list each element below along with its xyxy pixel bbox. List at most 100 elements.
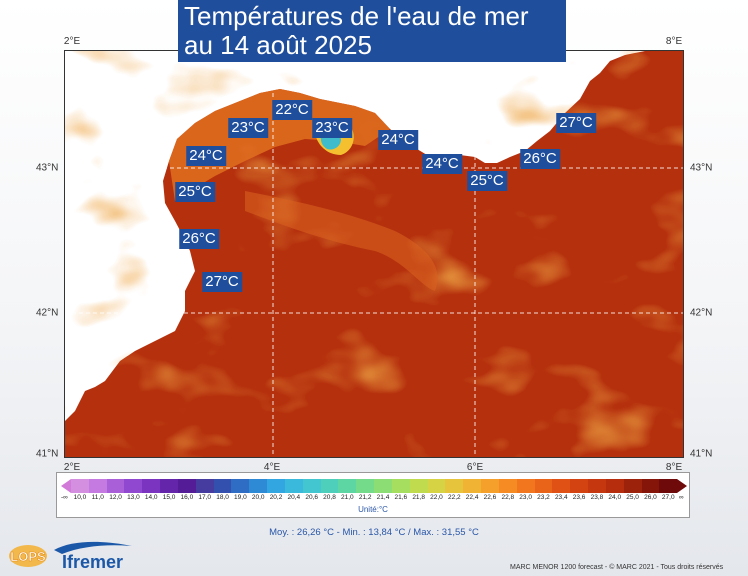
colorbar-right-arrow xyxy=(677,479,687,493)
lat-label-42n-right: 42°N xyxy=(690,307,713,319)
colorbar-cell xyxy=(231,479,250,493)
lon-label-2e-bottom: 2°E xyxy=(63,462,81,473)
coastal-warm-zone xyxy=(169,89,390,201)
colorbar-cell xyxy=(106,479,125,493)
temp-label-26c-east: 26°C xyxy=(520,149,560,169)
colorbar-cell xyxy=(124,479,143,493)
colorbar-tick-label: 23,6 xyxy=(572,494,586,501)
temp-label-22c: 22°C xyxy=(272,100,312,120)
colorbar-tick-label: 22,0 xyxy=(430,494,443,501)
temp-label-23c-west: 23°C xyxy=(228,118,268,138)
map-title: Températures de l'eau de mer au 14 août … xyxy=(178,0,566,62)
lat-label-41n-right: 41°N xyxy=(690,448,713,460)
colorbar-tick-label: 27,0 xyxy=(661,494,675,501)
colorbar-cell xyxy=(588,479,606,493)
colorbar-cell xyxy=(267,479,285,493)
colorbar-cell xyxy=(659,479,678,493)
lat-label-43n-right: 43°N xyxy=(690,162,713,174)
colorbar-legend: -∞ 10,0 11,0 12,0 13,0 14,0 15,0 16,0 17,0 18,0 1… xyxy=(56,472,690,518)
colorbar-cell xyxy=(623,479,642,493)
temp-label-26c-west: 26°C xyxy=(179,229,219,249)
colorbar-tick-label: 21,0 xyxy=(341,494,354,501)
colorbar-cell xyxy=(195,479,214,493)
colorbar-cell xyxy=(516,479,535,493)
colorbar-cell xyxy=(605,479,624,493)
colorbar-tick-label: 10,0 xyxy=(73,494,87,501)
temp-label-24c-center: 24°C xyxy=(378,130,418,150)
colorbar-tick-label: 17,0 xyxy=(198,494,212,501)
colorbar-tick-label: 13,0 xyxy=(127,494,140,501)
colorbar-tick-label: 23,2 xyxy=(537,494,550,501)
credit-line: MARC MENOR 1200 forecast - © MARC 2021 -… xyxy=(510,564,724,571)
colorbar-tick-label: 14,0 xyxy=(144,494,158,501)
colorbar-tick-label: 11,0 xyxy=(91,494,104,501)
temperature-statistics: Moy. : 26,26 °C - Min. : 13,84 °C / Max.… xyxy=(269,527,479,538)
colorbar-unit: Unité:°C xyxy=(358,505,388,514)
colorbar-cell xyxy=(481,479,499,493)
map-title-line1: Températures de l'eau de mer xyxy=(184,1,529,31)
lon-label-8e-bottom: 8°E xyxy=(665,462,683,473)
sea-temperature-map xyxy=(64,50,684,458)
colorbar-tick-label: 26,0 xyxy=(644,494,657,501)
colorbar-cell xyxy=(160,479,178,493)
colorbar-cell xyxy=(177,479,196,493)
colorbar-cell xyxy=(284,479,303,493)
colorbar-cell xyxy=(641,479,660,493)
lat-label-43n-left: 43°N xyxy=(36,162,59,174)
colorbar-tick-label: 18,0 xyxy=(216,494,229,501)
colorbar-cells xyxy=(71,479,678,493)
colorbar-left-end-label: -∞ xyxy=(61,494,68,501)
colorbar-cell xyxy=(534,479,553,493)
colorbar-tick-label: 19,0 xyxy=(234,494,247,501)
colorbar-tick-label: 20,0 xyxy=(251,494,265,501)
colorbar-tick-label: 16,0 xyxy=(180,494,194,501)
colorbar-cell xyxy=(374,479,392,493)
colorbar-tick-label: 21,6 xyxy=(394,494,408,501)
temp-label-24c-west: 24°C xyxy=(186,146,226,166)
temp-label-23c-east: 23°C xyxy=(312,118,352,138)
colorbar-tick-label: 20,2 xyxy=(269,494,283,501)
colorbar-tick-label: 23,8 xyxy=(590,494,604,501)
colorbar-tick-label: 23,4 xyxy=(554,494,568,501)
colorbar-tick-label: 20,6 xyxy=(305,494,318,501)
colorbar-tick-label: 22,8 xyxy=(501,494,515,501)
eddy-warm-band xyxy=(245,191,438,291)
temp-label-25c-east: 25°C xyxy=(467,171,507,191)
colorbar-cell xyxy=(409,479,428,493)
temp-label-27c-east: 27°C xyxy=(556,113,596,133)
lops-logo-text: LOPS xyxy=(10,549,46,564)
lon-label-2e-top: 2°E xyxy=(63,36,81,47)
colorbar-cell xyxy=(463,479,482,493)
map-title-line2: au 14 août 2025 xyxy=(184,30,372,60)
colorbar-cell xyxy=(249,479,268,493)
colorbar-tick-label: 15,0 xyxy=(162,494,176,501)
lops-logo: LOPS xyxy=(9,545,47,567)
colorbar-cell xyxy=(445,479,464,493)
colorbar-cell xyxy=(142,479,161,493)
colorbar-cell xyxy=(498,479,517,493)
colorbar-cell xyxy=(356,479,375,493)
colorbar-cell xyxy=(338,479,357,493)
colorbar-tick-label: 23,0 xyxy=(519,494,532,501)
lat-label-41n-left: 41°N xyxy=(36,448,59,460)
colorbar-tick-label: 20,4 xyxy=(287,494,301,501)
colorbar-tick-label: 22,6 xyxy=(483,494,497,501)
colorbar-cell xyxy=(320,479,339,493)
colorbar-tick-labels: 10,0 11,0 12,0 13,0 14,0 15,0 16,0 17,0 18,0 19,0… xyxy=(71,494,677,501)
colorbar-tick-label: 12,0 xyxy=(109,494,122,501)
colorbar-tick-label: 22,4 xyxy=(465,494,479,501)
colorbar-tick-label: 24,0 xyxy=(608,494,622,501)
colorbar-cell xyxy=(570,479,589,493)
colorbar-right-end-label: ∞ xyxy=(679,494,684,501)
temp-label-25c-west: 25°C xyxy=(175,182,215,202)
colorbar-tick-label: 22,2 xyxy=(447,494,461,501)
colorbar-left-arrow xyxy=(61,479,71,493)
colorbar-tick-label: 21,2 xyxy=(358,494,372,501)
colorbar-cell xyxy=(88,479,107,493)
lon-label-6e-bottom: 6°E xyxy=(466,462,484,473)
colorbar-cell xyxy=(302,479,321,493)
ifremer-logo-text: Ifremer xyxy=(62,552,124,572)
colorbar-cell xyxy=(552,479,571,493)
temp-label-27c-west: 27°C xyxy=(202,272,242,292)
lat-label-42n-left: 42°N xyxy=(36,307,59,319)
